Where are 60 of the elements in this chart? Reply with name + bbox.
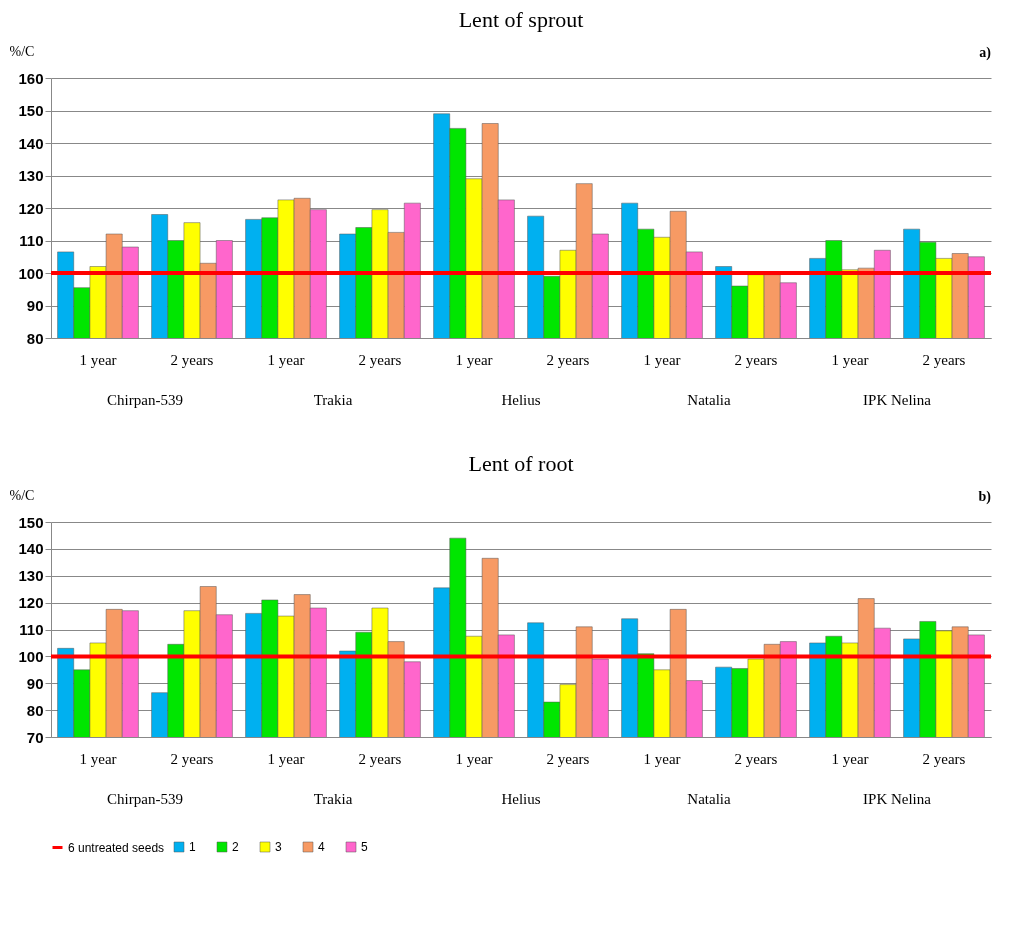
- legend-label: 6 untreated seeds: [68, 840, 165, 855]
- x-tick-label: 2 years: [546, 750, 590, 767]
- x-tick-label: 2 years: [170, 750, 214, 767]
- y-tick-label: 100: [18, 647, 44, 665]
- y-tick-label: 150: [18, 513, 44, 531]
- y-tick-label: 100: [18, 264, 44, 282]
- chart-title: Lent of root: [468, 451, 574, 476]
- y-axis-title: %/C: [9, 43, 35, 59]
- x-tick-label: 1 year: [831, 351, 869, 368]
- x-tick-label: 2 years: [358, 750, 402, 767]
- y-tick-label: 140: [18, 540, 44, 558]
- x-tick-label: 1 year: [643, 351, 681, 368]
- legend-label: 3: [275, 840, 282, 854]
- legend-label: 1: [189, 840, 196, 854]
- text: IPK Nelina: [863, 392, 932, 408]
- x-tick-label: 1 year: [455, 750, 493, 767]
- y-tick-label: 90: [26, 297, 44, 314]
- y-tick-label: 90: [26, 674, 44, 692]
- y-tick-label: 140: [18, 134, 44, 152]
- text: Helius: [501, 791, 541, 807]
- x-tick-label: 1 year: [643, 750, 681, 767]
- y-tick-label: 70: [26, 728, 44, 746]
- x-tick-label: 1 year: [79, 351, 117, 368]
- legend-label: 5: [361, 840, 368, 854]
- x-tick-label: 2 years: [358, 351, 402, 368]
- text: Natalia: [687, 392, 731, 408]
- x-tick-label: 1 year: [267, 351, 305, 368]
- x-tick-label: 2 years: [734, 750, 778, 767]
- y-tick-label: 150: [18, 102, 44, 119]
- chart-title: Lent of sprout: [458, 7, 584, 32]
- x-tick-label: 2 years: [922, 750, 966, 767]
- y-tick-label: 130: [18, 567, 44, 585]
- text: Helius: [501, 392, 541, 408]
- y-tick-label: 120: [18, 594, 44, 612]
- x-tick-label: 2 years: [170, 351, 214, 368]
- y-tick-label: 160: [18, 69, 44, 87]
- x-tick-label: 1 year: [455, 351, 493, 368]
- y-tick-label: 80: [26, 701, 44, 719]
- x-tick-label: 2 years: [734, 351, 778, 368]
- y-tick-label: 110: [19, 621, 44, 638]
- y-tick-label: 80: [26, 329, 44, 347]
- y-axis-title: %/C: [9, 487, 35, 503]
- text: Natalia: [687, 791, 731, 807]
- x-tick-label: 2 years: [546, 351, 590, 368]
- legend-label: 4: [318, 840, 325, 854]
- text: Chirpan-539: [107, 392, 183, 408]
- legend-label: 2: [232, 840, 239, 854]
- x-tick-label: 1 year: [831, 750, 869, 767]
- text: IPK Nelina: [863, 791, 932, 807]
- text: Trakia: [313, 392, 353, 408]
- x-tick-label: 1 year: [267, 750, 305, 767]
- y-tick-label: 120: [18, 199, 44, 217]
- x-tick-label: 2 years: [922, 351, 966, 368]
- y-tick-label: 130: [18, 167, 44, 184]
- text: b): [978, 489, 992, 505]
- x-tick-label: 1 year: [79, 750, 117, 767]
- text: a): [979, 45, 992, 61]
- text: Chirpan-539: [107, 791, 183, 807]
- text: Trakia: [313, 791, 353, 807]
- y-tick-label: 110: [19, 232, 44, 249]
